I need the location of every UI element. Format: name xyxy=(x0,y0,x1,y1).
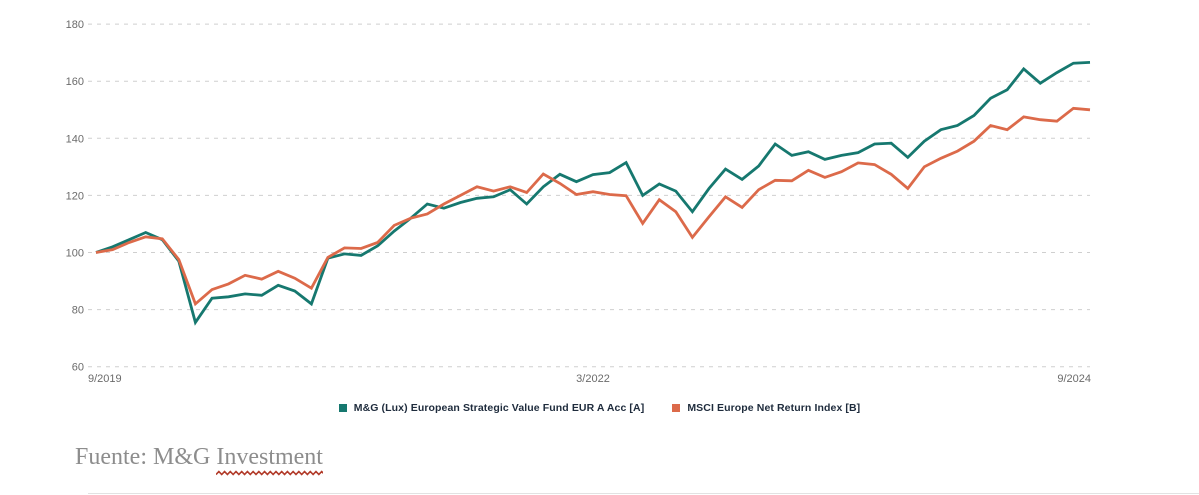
y-axis-label-140: 140 xyxy=(66,133,84,145)
index-series-swatch-icon xyxy=(672,404,681,412)
legend-item-fund: M&G (Lux) European Strategic Value Fund … xyxy=(338,402,645,414)
y-axis-label-160: 160 xyxy=(66,76,84,88)
index-series-line xyxy=(95,106,1091,307)
y-axis-label-100: 100 xyxy=(66,248,84,260)
source-note-underlined-word: Investment xyxy=(216,444,323,476)
legend-item-index: MSCI Europe Net Return Index [B] xyxy=(672,402,860,414)
y-axis-label-180: 180 xyxy=(66,19,84,31)
performance-line-chart: 180 160 140 120 100 80 60 9/2019 3/2022 9/2024 xyxy=(66,19,1091,385)
x-axis-label-9-2019: 9/2019 xyxy=(88,373,122,385)
x-axis-label-9-2024: 9/2024 xyxy=(1057,373,1091,385)
bottom-divider xyxy=(88,493,1199,494)
index-series-label: MSCI Europe Net Return Index [B] xyxy=(687,402,861,414)
source-note-prefix: Fuente: M&G xyxy=(75,444,217,470)
source-note: Fuente: M&G Investment xyxy=(75,444,323,476)
x-axis-label-3-2022: 3/2022 xyxy=(576,373,610,385)
fund-series-label: M&G (Lux) European Strategic Value Fund … xyxy=(353,402,645,414)
fund-series-swatch-icon xyxy=(338,404,347,412)
fund-series-line xyxy=(95,61,1091,326)
chart-legend: M&G (Lux) European Strategic Value Fund … xyxy=(0,402,1199,414)
y-axis-label-120: 120 xyxy=(66,190,84,202)
spellcheck-squiggle-icon xyxy=(216,470,323,476)
y-axis-label-80: 80 xyxy=(72,305,84,317)
y-axis-label-60: 60 xyxy=(72,362,84,374)
